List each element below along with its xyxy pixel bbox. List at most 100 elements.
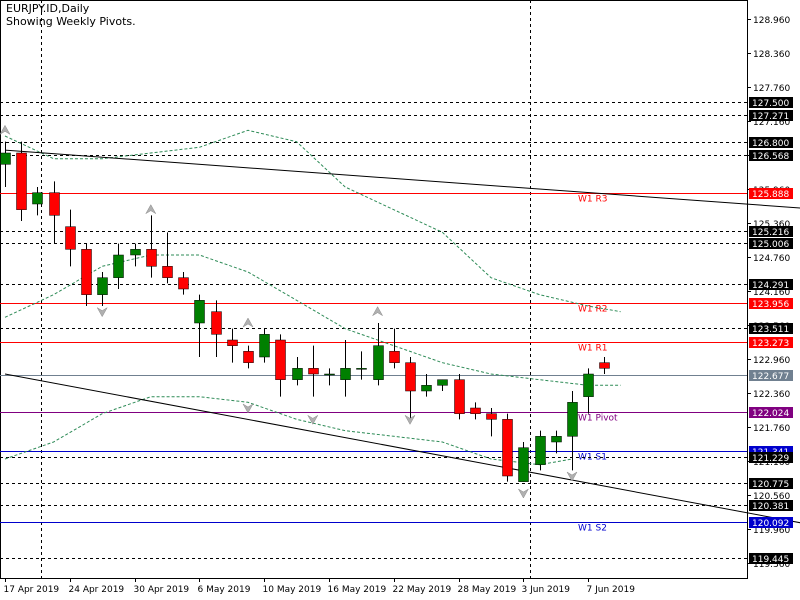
candle-29[interactable]	[470, 402, 481, 420]
candle-body-28	[454, 379, 465, 414]
candle-23[interactable]	[373, 323, 384, 386]
price-tick-label-2: 127.760	[753, 84, 790, 94]
candle-17[interactable]	[275, 334, 286, 397]
candle-12[interactable]	[194, 294, 205, 357]
candle-6[interactable]	[97, 272, 108, 306]
candle-body-30	[486, 413, 497, 420]
candle-8[interactable]	[130, 243, 141, 267]
time-tick-label-8: 3 Jun 2019	[522, 585, 571, 595]
price-tick-label-11: 122.360	[753, 390, 790, 400]
level-labels: 127.500 127.271 126.800 126.568 125.888 125.2…	[749, 97, 793, 565]
level-badge-4	[749, 188, 793, 199]
pivot-name-17: W1 S2	[578, 524, 607, 534]
candle-34[interactable]	[551, 430, 562, 454]
candle-9[interactable]	[146, 215, 157, 278]
chart-symbol: EURJPY.ID,Daily	[6, 2, 90, 15]
candle-body-4	[65, 226, 76, 250]
level-badge-label-4: 125.888	[752, 190, 789, 200]
pivot-name-10: W1 R1	[578, 344, 607, 354]
candle-30[interactable]	[486, 408, 497, 437]
level-badge-12	[749, 407, 793, 418]
price-tick-label-15: 119.960	[753, 526, 790, 536]
candle-body-5	[81, 249, 92, 295]
candle-19[interactable]	[308, 345, 319, 397]
candle-body-8	[130, 249, 141, 256]
candle-4[interactable]	[65, 209, 76, 267]
price-tick-label-10: 122.960	[753, 356, 790, 366]
level-badge-8	[749, 298, 793, 309]
candle-27[interactable]	[437, 379, 448, 391]
candles[interactable]	[0, 141, 610, 482]
fractal-up-0	[0, 124, 11, 136]
level-badge-label-8: 123.956	[752, 300, 789, 310]
candle-10[interactable]	[162, 232, 173, 284]
candle-0[interactable]	[0, 141, 11, 187]
candle-28[interactable]	[454, 374, 465, 420]
trendline-0	[4, 149, 800, 209]
level-badge-label-17: 120.092	[752, 519, 789, 529]
candle-26[interactable]	[421, 374, 432, 397]
fractal-down-4	[242, 403, 254, 414]
time-tick-label-0: 17 Apr 2019	[4, 585, 60, 595]
candle-2[interactable]	[32, 187, 43, 216]
time-tick-label-4: 10 May 2019	[263, 585, 322, 595]
candle-body-25	[405, 362, 416, 392]
candle-16[interactable]	[259, 328, 270, 363]
band-middle	[4, 254, 621, 386]
chart-subtitle: Showing Weekly Pivots.	[6, 15, 136, 28]
candle-20[interactable]	[324, 368, 335, 386]
candle-37[interactable]	[599, 357, 610, 374]
price-tick-label-0: 128.960	[753, 16, 790, 26]
candle-body-3	[49, 192, 60, 216]
candle-22[interactable]	[356, 351, 367, 380]
candle-body-9	[146, 249, 157, 267]
candle-body-10	[162, 266, 173, 278]
time-tick-label-1: 24 Apr 2019	[69, 585, 125, 595]
candle-36[interactable]	[583, 368, 594, 414]
level-badge-9	[749, 323, 793, 334]
candle-11[interactable]	[178, 272, 189, 295]
candle-24[interactable]	[389, 328, 400, 369]
level-badge-label-10: 123.273	[752, 339, 789, 349]
pivot-name-4: W1 R3	[578, 195, 607, 205]
candle-body-11	[178, 277, 189, 290]
candle-body-37	[599, 362, 610, 369]
candle-32[interactable]	[518, 442, 529, 482]
price-tick-label-7: 124.760	[753, 254, 790, 264]
candle-33[interactable]	[535, 430, 546, 471]
candle-13[interactable]	[211, 300, 222, 357]
candle-1[interactable]	[16, 141, 27, 221]
candle-25[interactable]	[405, 357, 416, 420]
level-badge-label-12: 122.024	[752, 409, 789, 419]
candle-body-6	[97, 277, 108, 295]
time-tick-label-9: 7 Jun 2019	[587, 585, 636, 595]
candle-21[interactable]	[340, 340, 351, 397]
candle-5[interactable]	[81, 243, 92, 306]
candle-14[interactable]	[227, 328, 238, 363]
candle-body-12	[194, 300, 205, 324]
level-badge-16	[749, 500, 793, 511]
level-badge-6	[749, 238, 793, 249]
candle-body-15	[243, 351, 254, 363]
candle-31[interactable]	[502, 413, 513, 482]
candle-body-16	[259, 334, 270, 358]
fractal-down-8	[517, 488, 530, 499]
fractal-markers	[0, 124, 578, 499]
candle-body-35	[567, 402, 578, 437]
candle-body-24	[389, 351, 400, 363]
fractal-up-6	[371, 306, 384, 317]
level-badge-1	[749, 110, 793, 121]
candle-body-32	[518, 447, 529, 482]
candle-3[interactable]	[49, 181, 60, 244]
level-badge-2	[749, 137, 793, 148]
time-axis: 17 Apr 2019 24 Apr 2019 30 Apr 2019 6 May 2…	[4, 578, 636, 595]
level-badge-10	[749, 337, 793, 348]
candle-18[interactable]	[292, 357, 303, 386]
candle-body-22	[356, 368, 367, 370]
candle-35[interactable]	[567, 391, 578, 471]
candle-15[interactable]	[243, 345, 254, 369]
candle-7[interactable]	[113, 243, 124, 289]
level-badge-label-18: 119.445	[752, 555, 789, 565]
grid-lines	[0, 0, 748, 579]
